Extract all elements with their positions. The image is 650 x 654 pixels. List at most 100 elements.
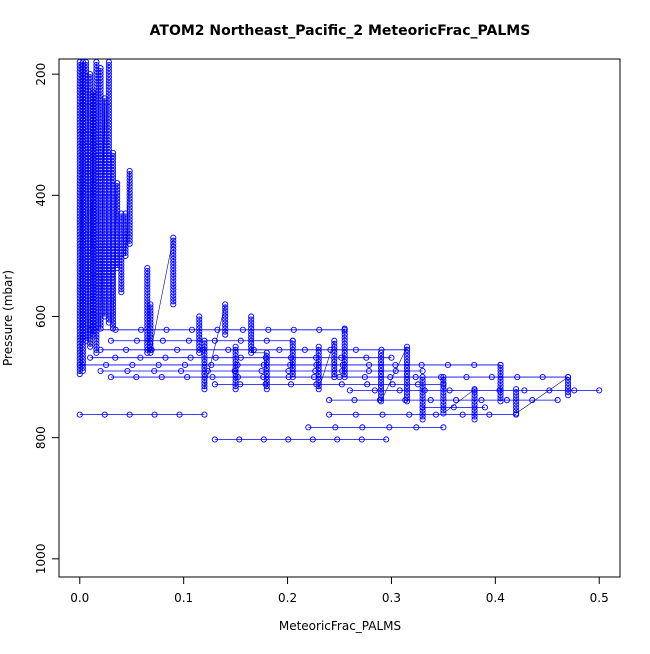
data-point	[97, 225, 104, 232]
data-point	[87, 171, 94, 178]
data-point	[90, 213, 97, 220]
data-point	[413, 424, 420, 431]
data-point	[79, 207, 86, 214]
data-point	[315, 349, 322, 356]
data-point	[79, 352, 86, 359]
data-point	[101, 307, 108, 314]
data-point	[359, 424, 366, 431]
data-point	[82, 237, 90, 244]
data-point	[93, 131, 100, 138]
data-point	[124, 367, 131, 375]
data-point	[87, 261, 94, 269]
connector-line	[112, 183, 118, 329]
data-point	[87, 161, 94, 169]
data-point	[122, 222, 129, 229]
connector-line	[150, 237, 174, 353]
data-point	[248, 316, 255, 323]
data-point	[147, 328, 154, 335]
data-point	[419, 407, 426, 414]
data-point	[76, 192, 83, 199]
data-point	[79, 204, 86, 211]
data-point	[93, 228, 100, 235]
data-point	[196, 331, 203, 338]
data-point	[446, 387, 453, 394]
data-point	[93, 213, 100, 220]
data-point	[105, 255, 112, 262]
data-point	[109, 155, 117, 163]
data-point	[90, 271, 97, 278]
data-point	[440, 407, 447, 414]
data-point	[79, 243, 86, 250]
data-point	[87, 310, 94, 317]
data-point	[90, 192, 97, 199]
data-point	[289, 367, 296, 375]
data-point	[107, 374, 114, 381]
data-point	[497, 395, 504, 402]
data-point	[76, 411, 83, 418]
data-point	[112, 326, 119, 333]
data-point	[93, 98, 100, 105]
data-point	[93, 219, 100, 226]
data-point	[101, 271, 108, 278]
data-point	[87, 316, 94, 323]
data-point	[105, 222, 112, 229]
data-point	[315, 374, 322, 381]
data-point	[311, 374, 318, 381]
data-point	[97, 280, 104, 287]
data-point	[87, 313, 94, 320]
data-point	[147, 310, 154, 317]
data-point	[118, 231, 125, 238]
data-point	[402, 397, 409, 404]
data-point	[196, 334, 203, 341]
data-point	[248, 337, 255, 344]
data-point	[87, 86, 94, 93]
data-point	[109, 149, 117, 156]
data-point	[334, 436, 341, 443]
data-point	[101, 189, 108, 196]
data-point	[358, 436, 365, 443]
data-point	[403, 395, 411, 402]
data-point	[497, 370, 504, 378]
data-point	[90, 119, 97, 126]
data-point	[503, 397, 510, 404]
data-point	[147, 343, 154, 350]
data-point	[87, 252, 94, 259]
data-point	[105, 140, 112, 147]
data-point	[79, 246, 86, 253]
data-point	[289, 337, 296, 344]
data-point	[87, 274, 94, 281]
data-point	[82, 201, 90, 208]
data-point	[76, 177, 83, 184]
data-point	[101, 304, 108, 311]
data-point	[76, 216, 83, 223]
x-axis-label: MeteoricFrac_PALMS	[279, 619, 401, 633]
data-point	[248, 346, 255, 353]
data-point	[97, 219, 104, 226]
data-point	[76, 334, 83, 341]
data-point	[87, 168, 94, 175]
data-point	[82, 198, 90, 205]
data-point	[201, 349, 208, 356]
connector-line	[79, 62, 84, 375]
data-point	[309, 436, 316, 443]
data-point	[118, 252, 125, 259]
data-point	[90, 204, 97, 211]
data-point	[289, 346, 296, 353]
data-point	[471, 410, 478, 417]
data-point	[76, 246, 83, 253]
data-point	[82, 180, 90, 187]
data-point	[76, 74, 83, 81]
data-point	[79, 149, 86, 156]
data-point	[101, 152, 108, 159]
data-point	[263, 380, 270, 387]
data-point	[97, 240, 104, 247]
data-point	[109, 204, 117, 211]
data-point	[126, 180, 133, 187]
data-point	[90, 331, 97, 338]
data-point	[93, 322, 100, 329]
data-point	[403, 343, 411, 350]
data-point	[76, 171, 83, 178]
data-point	[105, 161, 112, 169]
data-point	[109, 177, 117, 184]
data-point	[383, 436, 390, 443]
